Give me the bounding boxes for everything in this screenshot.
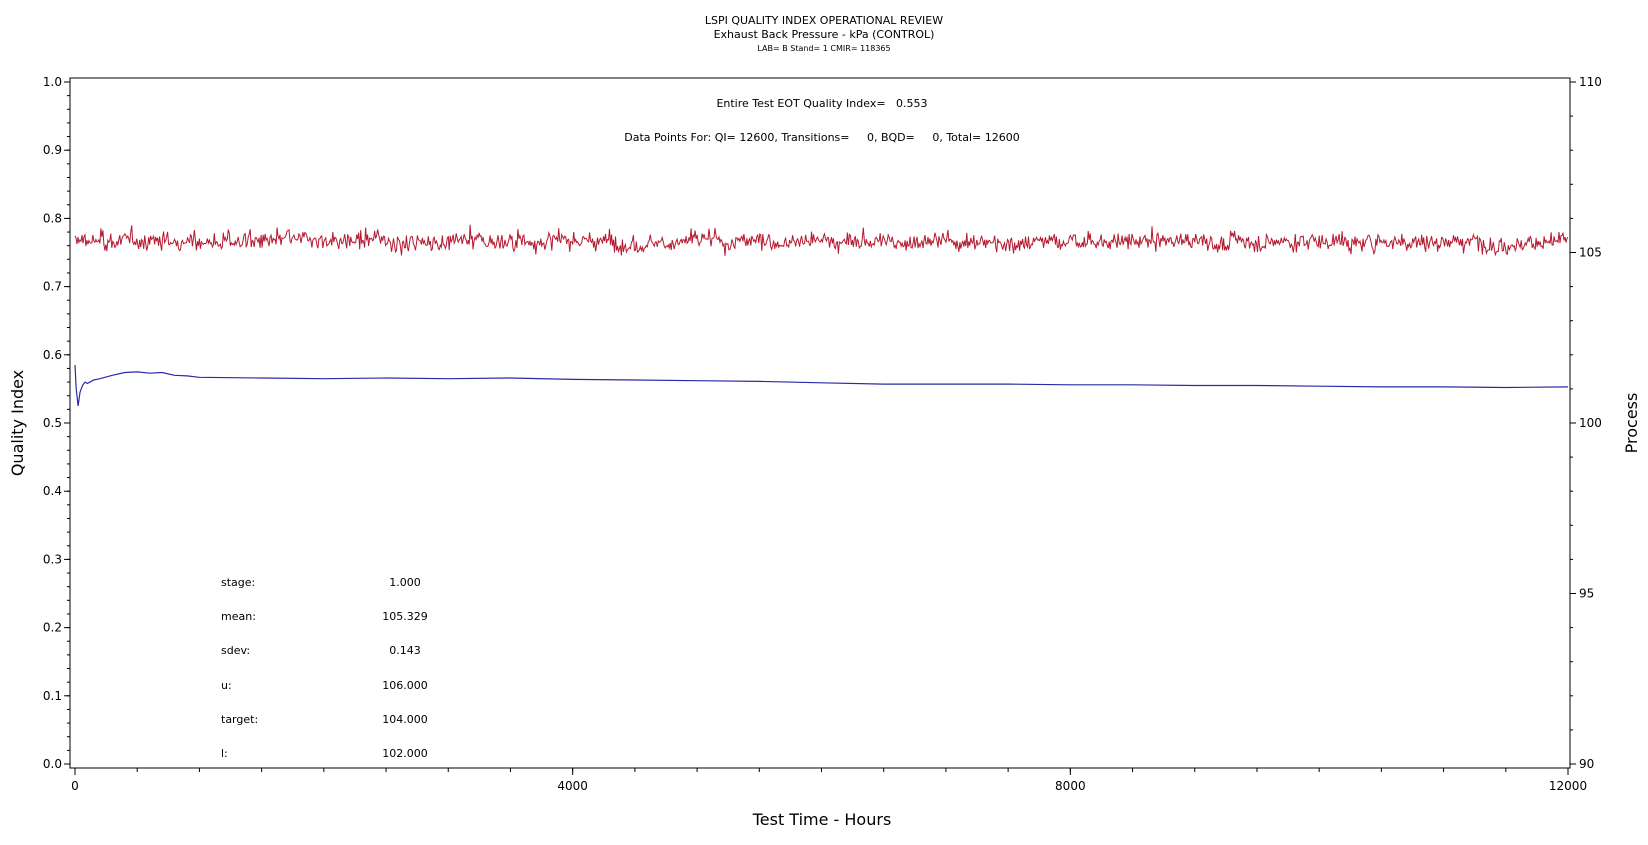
y-tick-label: 0.2: [43, 621, 62, 635]
y-axis-title: Quality Index: [8, 370, 27, 476]
chart-subtitle: Exhaust Back Pressure - kPa (CONTROL): [714, 28, 935, 41]
y-tick-label: 0.5: [43, 416, 62, 430]
y2-axis-title: Process: [1622, 393, 1641, 454]
y2-tick-label: 90: [1579, 757, 1594, 771]
stat-value: 102.000: [382, 747, 428, 760]
y2-tick-label: 100: [1579, 416, 1602, 430]
stat-value: 0.143: [389, 644, 421, 657]
stat-value: 106.000: [382, 679, 428, 692]
stat-value: 104.000: [382, 713, 428, 726]
process-line: [74, 224, 1569, 257]
y-tick-label: 0.3: [43, 552, 62, 566]
y-tick-label: 0.7: [43, 280, 62, 294]
x-tick-label: 4000: [557, 779, 588, 793]
chart-title: LSPI QUALITY INDEX OPERATIONAL REVIEW: [705, 14, 943, 27]
stat-label: l:: [221, 747, 228, 760]
data-points-annotation: Data Points For: QI= 12600, Transitions=…: [624, 131, 1019, 144]
y2-tick-label: 110: [1579, 75, 1602, 89]
process-series: [74, 224, 1569, 257]
y-tick-label: 0.8: [43, 211, 62, 225]
stat-label: target:: [221, 713, 258, 726]
stats-block: stage: 1.000 mean: 105.329 sdev: 0.143 u: 106.0…: [221, 576, 428, 760]
stat-label: sdev:: [221, 644, 250, 657]
x-tick-label: 8000: [1055, 779, 1086, 793]
right-y-axis: 90 95 100 105 110: [1570, 75, 1602, 771]
y-tick-label: 0.9: [43, 143, 62, 157]
y-tick-label: 0.4: [43, 484, 62, 498]
stat-label: mean:: [221, 610, 256, 623]
left-y-axis: 0.0 0.1 0.2 0.3 0.4 0.5 0.6 0.7 0.8 0.9 1.0: [43, 75, 70, 771]
stat-label: stage:: [221, 576, 255, 589]
quality-index-annotation: Entire Test EOT Quality Index= 0.553: [716, 97, 927, 110]
y-tick-label: 0.0: [43, 757, 62, 771]
x-tick-label: 0: [71, 779, 79, 793]
y2-tick-label: 105: [1579, 246, 1602, 260]
stat-value: 1.000: [389, 576, 421, 589]
chart-info: LAB= B Stand= 1 CMIR= 118365: [757, 44, 890, 53]
stat-value: 105.329: [382, 610, 428, 623]
y-tick-label: 0.1: [43, 689, 62, 703]
x-axis-title: Test Time - Hours: [752, 810, 892, 829]
y2-tick-label: 95: [1579, 587, 1594, 601]
x-tick-label: 12000: [1549, 779, 1587, 793]
stat-label: u:: [221, 679, 232, 692]
quality-index-line: [74, 364, 1569, 406]
quality-index-series: [74, 364, 1569, 406]
x-axis: 0 4000 8000 12000: [71, 768, 1587, 793]
y-tick-label: 1.0: [43, 75, 62, 89]
y-tick-label: 0.6: [43, 348, 62, 362]
plot-frame: [69, 77, 1571, 769]
